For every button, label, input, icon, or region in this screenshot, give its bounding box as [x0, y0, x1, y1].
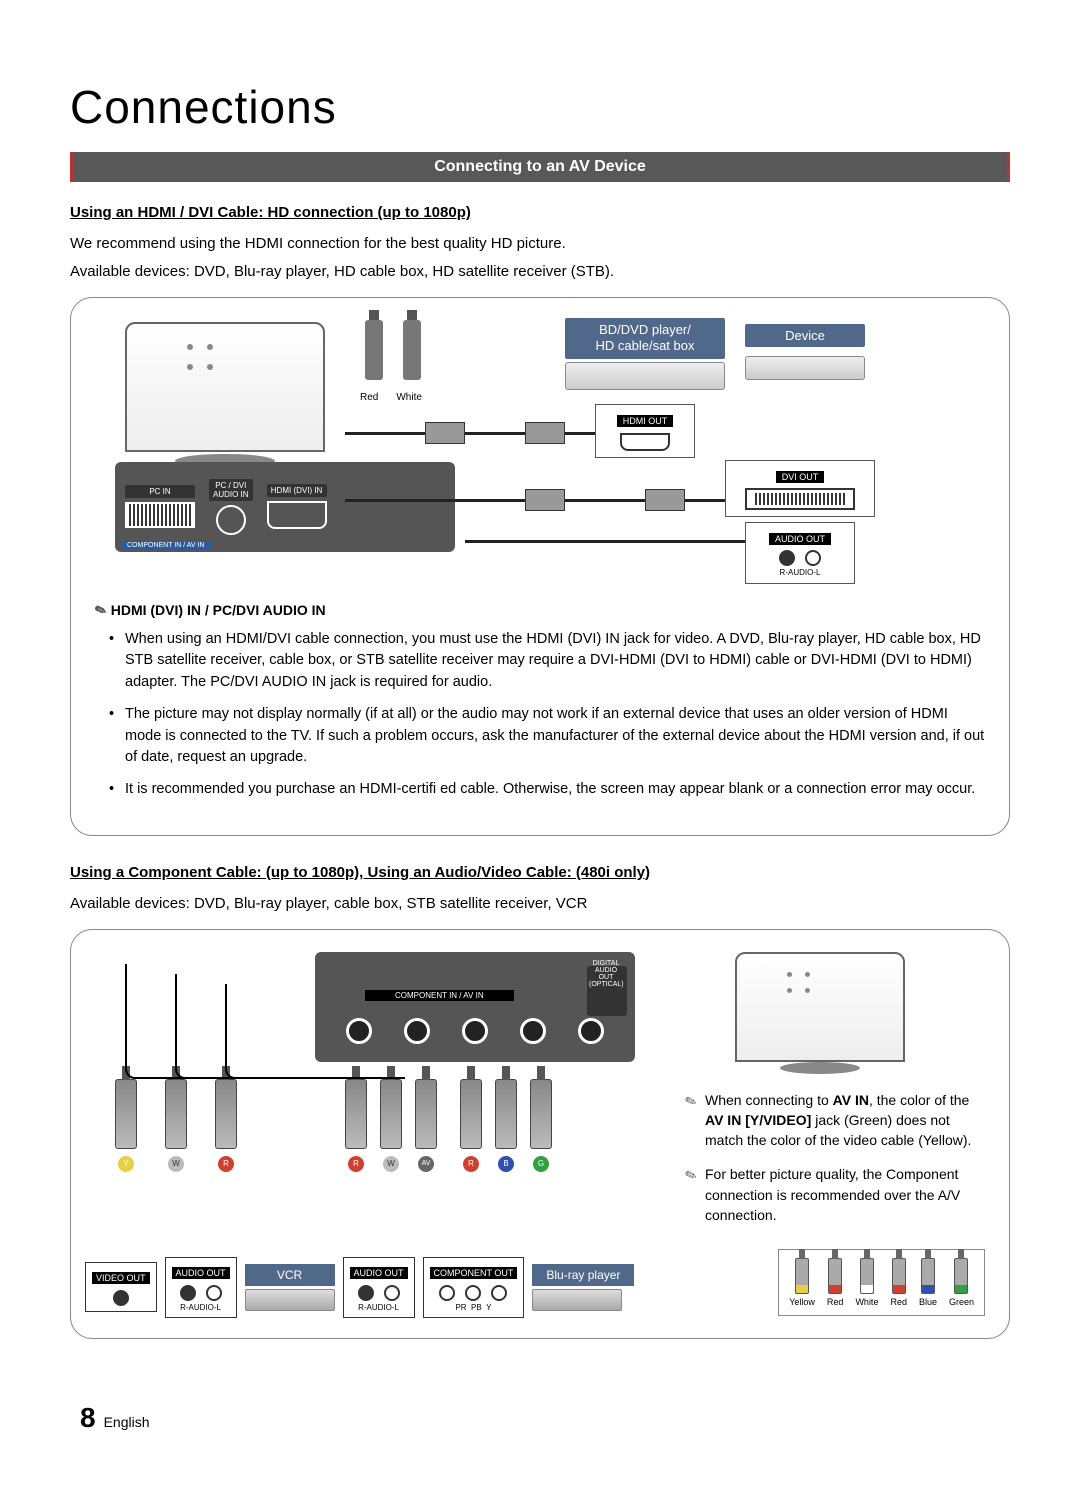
video-out-box: VIDEO OUT [85, 1262, 157, 1312]
note-icon: ✎ [682, 1089, 700, 1112]
page-title: Connections [70, 80, 1010, 134]
rca-plug: R [345, 1079, 367, 1172]
section-header-bar: Connecting to an AV Device [70, 152, 1010, 182]
hdmi-diagram: RedWhite BD/DVD player/ HD cable/sat box… [70, 297, 1010, 836]
rca-plug: B [495, 1079, 517, 1172]
tv-icon [125, 322, 325, 452]
audio-out-box: AUDIO OUT R-AUDIO-L [165, 1257, 237, 1318]
component-heading: Using a Component Cable: (up to 1080p), … [70, 864, 1010, 881]
hdmi-notes: ✎HDMI (DVI) IN / PC/DVI AUDIO IN When us… [85, 602, 995, 821]
hdmi-intro-1: We recommend using the HDMI connection f… [70, 233, 1010, 255]
note-icon: ✎ [682, 1164, 700, 1187]
vcr-label: VCR [245, 1264, 335, 1286]
rca-plug-r: R [215, 1079, 237, 1172]
audio-out-box-2: AUDIO OUT R-AUDIO-L [343, 1257, 415, 1318]
component-in-label: COMPONENT IN / AV IN [121, 541, 211, 550]
component-intro: Available devices: DVD, Blu-ray player, … [70, 893, 1010, 915]
rca-plug: AV [415, 1079, 437, 1172]
color-legend: Yellow Red White Red Blue Green [778, 1249, 985, 1316]
rca-plug-w: W [165, 1079, 187, 1172]
hdmi-heading: Using an HDMI / DVI Cable: HD connection… [70, 204, 1010, 221]
rca-labels: RedWhite [360, 392, 422, 403]
rca-plug-y: Y [115, 1079, 137, 1172]
rca-plug: W [380, 1079, 402, 1172]
bd-device-icon [565, 362, 725, 390]
bd-dvd-label: BD/DVD player/ HD cable/sat box [565, 318, 725, 360]
tv-back-panel: PC IN PC / DVI AUDIO IN HDMI (DVI) IN CO… [115, 462, 455, 552]
hdmi-out-port: HDMI OUT [595, 404, 695, 458]
generic-device-icon [745, 356, 865, 380]
tv-icon [735, 952, 905, 1062]
note-icon: ✎ [92, 600, 109, 620]
dvi-out-port: DVI OUT [725, 460, 875, 517]
rca-audio-plugs [365, 320, 421, 380]
audio-out-port: AUDIO OUT R-AUDIO-L [745, 522, 855, 584]
rca-plug: G [530, 1079, 552, 1172]
hdmi-bullet-1: When using an HDMI/DVI cable connection,… [125, 629, 985, 694]
rca-plug: R [460, 1079, 482, 1172]
bluray-label: Blu-ray player [532, 1264, 634, 1286]
device-label: Device [745, 324, 865, 347]
hdmi-bullet-3: It is recommended you purchase an HDMI-c… [125, 779, 985, 801]
hdmi-bullet-2: The picture may not display normally (if… [125, 704, 985, 769]
hdmi-intro-2: Available devices: DVD, Blu-ray player, … [70, 261, 1010, 283]
page-footer: 8English [80, 1402, 150, 1434]
component-diagram: DIGITAL AUDIO OUT (OPTICAL) COMPONENT IN… [70, 929, 1010, 1339]
component-side-notes: ✎ When connecting to AV IN, the color of… [685, 1090, 985, 1240]
component-out-box: COMPONENT OUT PR PB Y [423, 1257, 525, 1318]
